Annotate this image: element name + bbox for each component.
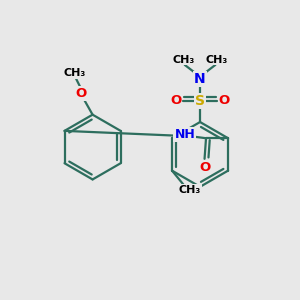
Text: O: O bbox=[199, 160, 210, 174]
Text: O: O bbox=[219, 94, 230, 107]
Text: O: O bbox=[75, 87, 86, 100]
Text: CH₃: CH₃ bbox=[63, 68, 86, 78]
Text: CH₃: CH₃ bbox=[206, 55, 228, 64]
Text: CH₃: CH₃ bbox=[178, 185, 201, 195]
Text: CH₃: CH₃ bbox=[172, 55, 194, 64]
Text: NH: NH bbox=[174, 128, 195, 141]
Text: S: S bbox=[195, 94, 205, 108]
Text: N: N bbox=[194, 72, 206, 86]
Text: O: O bbox=[170, 94, 181, 107]
